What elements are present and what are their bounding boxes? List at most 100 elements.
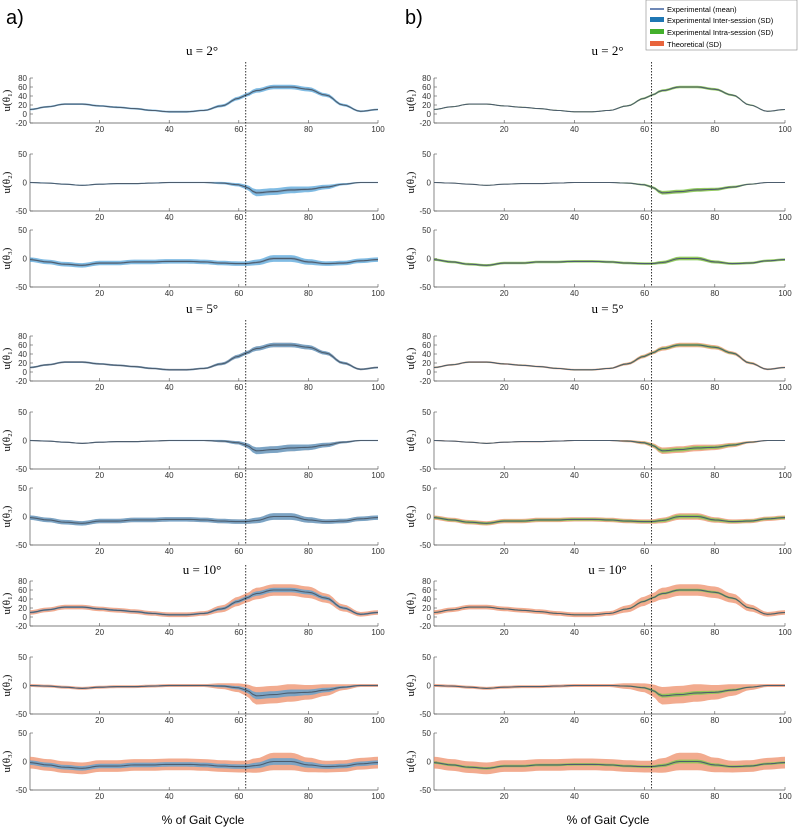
inter-session-sd-band (30, 84, 378, 113)
x-tick-label: 60 (640, 792, 649, 801)
x-tick-label: 100 (371, 628, 385, 637)
mean-line (29, 86, 379, 113)
mean-line (29, 344, 379, 371)
x-tick-label: 20 (95, 289, 104, 298)
inter-session-sd-band (30, 684, 378, 700)
x-axis-label-b: % of Gait Cycle (567, 813, 650, 827)
y-tick-label: -50 (419, 465, 431, 474)
mean-line (29, 439, 378, 452)
mean-line (433, 760, 786, 769)
y-tick-label: 50 (18, 484, 27, 493)
y-tick-label: -50 (419, 541, 431, 550)
x-tick-label: 40 (165, 125, 174, 134)
x-tick-label: 80 (304, 716, 313, 725)
y-tick-label: 0 (23, 179, 28, 188)
axes-theta3: -50 0 50 20 40 60 80 100 u(θ₃) (405, 226, 792, 298)
x-tick-label: 100 (778, 792, 792, 801)
y-axis-label: u(θ₂) (1, 171, 13, 193)
axes-theta2: -50 0 50 20 40 60 80 100 u(θ₂) (1, 653, 385, 725)
y-axis-label: u(θ₁) (1, 89, 13, 111)
x-tick-label: 80 (710, 471, 719, 480)
y-tick-label: -50 (15, 465, 27, 474)
x-tick-label: 100 (778, 547, 792, 556)
mean-line (29, 515, 379, 524)
mean-line (433, 439, 785, 452)
x-tick-label: 20 (500, 628, 509, 637)
x-tick-label: 80 (304, 383, 313, 392)
x-tick-label: 20 (500, 213, 509, 222)
mean-line (433, 684, 785, 697)
x-tick-label: 40 (570, 716, 579, 725)
y-tick-label: -20 (15, 622, 27, 631)
y-tick-label: 50 (422, 729, 431, 738)
mean-line (433, 589, 786, 616)
intra-session-sd-band (434, 685, 785, 698)
y-tick-label: 80 (422, 74, 431, 83)
x-tick-label: 100 (371, 792, 385, 801)
x-tick-label: 40 (570, 289, 579, 298)
y-tick-label: 0 (23, 255, 28, 264)
x-tick-label: 60 (640, 628, 649, 637)
axes-theta3: -50 0 50 20 40 60 80 100 u(θ₃) (1, 484, 385, 556)
axes-theta2: -50 0 50 20 40 60 80 100 u(θ₂) (405, 653, 792, 725)
axes-theta2: -50 0 50 20 40 60 80 100 u(θ₂) (1, 150, 385, 222)
y-tick-label: -50 (15, 710, 27, 719)
y-tick-label: 20 (18, 359, 27, 368)
y-axis-label: u(θ₃) (405, 247, 417, 269)
x-tick-label: 100 (371, 471, 385, 480)
x-tick-label: 20 (95, 213, 104, 222)
y-tick-label: 0 (427, 110, 432, 119)
theoretical-sd-band (30, 584, 378, 618)
x-tick-label: 40 (165, 213, 174, 222)
x-tick-label: 80 (710, 547, 719, 556)
legend-theory-swatch (650, 41, 664, 46)
axes-theta2: -50 0 50 20 40 60 80 100 u(θ₂) (1, 408, 385, 480)
x-tick-label: 60 (640, 716, 649, 725)
x-tick-label: 20 (95, 383, 104, 392)
y-tick-label: 80 (422, 577, 431, 586)
x-tick-label: 20 (500, 547, 509, 556)
intra-session-sd-band (434, 343, 785, 371)
theoretical-sd-band (30, 86, 378, 113)
theoretical-sd-band (434, 86, 785, 113)
axes-theta3: -50 0 50 20 40 60 80 100 u(θ₃) (405, 484, 792, 556)
y-axis-label: u(θ₂) (405, 171, 417, 193)
mean-line (29, 684, 378, 697)
y-axis-label: u(θ₃) (405, 505, 417, 527)
x-tick-label: 20 (95, 547, 104, 556)
y-axis-label: u(θ₃) (1, 247, 13, 269)
y-tick-label: 80 (422, 332, 431, 341)
x-tick-label: 60 (640, 383, 649, 392)
y-tick-label: 80 (18, 74, 27, 83)
y-tick-label: 60 (422, 341, 431, 350)
y-axis-label: u(θ₂) (405, 674, 417, 696)
y-tick-label: -50 (419, 786, 431, 795)
x-tick-label: 80 (304, 628, 313, 637)
x-tick-label: 80 (710, 792, 719, 801)
y-tick-label: 50 (18, 226, 27, 235)
x-tick-label: 100 (778, 213, 792, 222)
x-tick-label: 80 (304, 125, 313, 134)
x-tick-label: 100 (778, 125, 792, 134)
y-tick-label: -50 (419, 710, 431, 719)
axes-theta3: -50 0 50 20 40 60 80 100 u(θ₃) (1, 226, 385, 298)
y-tick-label: 0 (427, 255, 432, 264)
x-tick-label: 100 (778, 716, 792, 725)
x-tick-label: 100 (778, 471, 792, 480)
x-tick-label: 60 (234, 716, 243, 725)
y-axis-label: u(θ₃) (1, 750, 13, 772)
x-tick-label: 40 (570, 125, 579, 134)
axes-theta2: -50 0 50 20 40 60 80 100 u(θ₂) (405, 408, 792, 480)
x-tick-label: 40 (165, 471, 174, 480)
x-tick-label: 60 (640, 547, 649, 556)
x-tick-label: 40 (165, 383, 174, 392)
mean-line (433, 86, 786, 113)
x-tick-label: 80 (304, 547, 313, 556)
axes-theta3: -50 0 50 20 40 60 80 100 u(θ₃) (405, 729, 792, 801)
condition-title: u = 5° (186, 301, 218, 316)
